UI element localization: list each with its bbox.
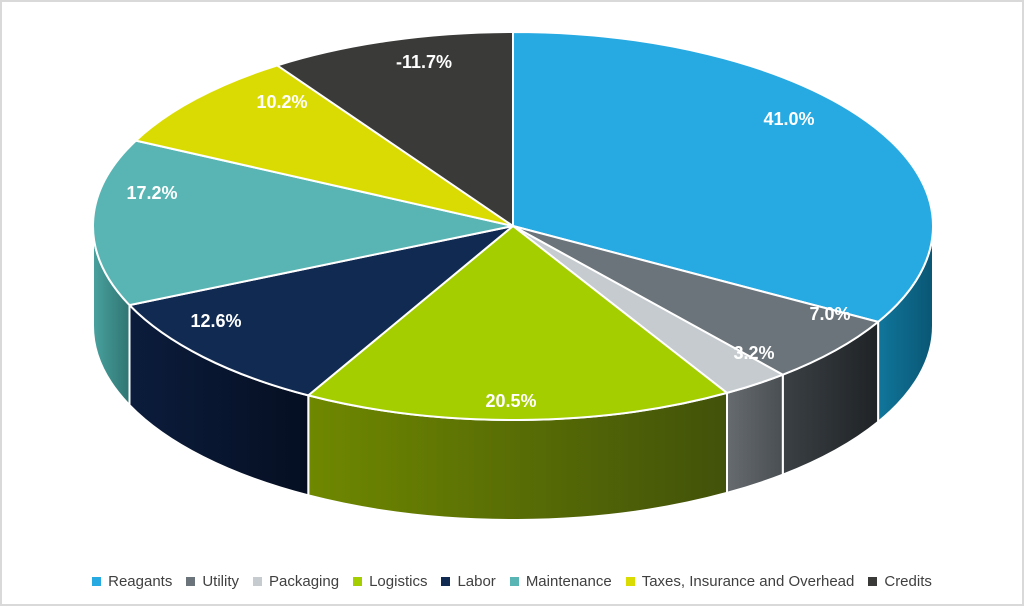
pie-slice-maintenance[interactable]: [92, 139, 514, 307]
pie-slice-utility[interactable]: [512, 225, 880, 376]
legend-label: Logistics: [369, 573, 428, 590]
pie-side-packaging: [726, 373, 784, 494]
legend-item-labor[interactable]: Labor: [441, 573, 496, 590]
legend-marker-icon: [186, 577, 196, 586]
legend-marker-icon: [441, 577, 451, 586]
pie-slice-labor[interactable]: [128, 225, 514, 397]
legend-item-packaging[interactable]: Packaging: [253, 573, 339, 590]
legend-item-reagants[interactable]: Reagants: [92, 573, 172, 590]
pie-slice-reagants[interactable]: [512, 31, 934, 323]
legend-marker-icon: [509, 577, 519, 586]
legend-marker-icon: [353, 577, 363, 586]
legend-item-taxes-insurance-and-overhead[interactable]: Taxes, Insurance and Overhead: [625, 573, 855, 590]
legend-label: Maintenance: [525, 573, 612, 590]
legend-marker-icon: [625, 577, 635, 586]
legend-label: Credits: [884, 573, 932, 590]
pie-slice-logistics[interactable]: [307, 225, 728, 421]
legend-item-credits[interactable]: Credits: [868, 573, 932, 590]
legend-item-logistics[interactable]: Logistics: [353, 573, 427, 590]
legend-label: Utility: [202, 573, 240, 590]
data-label-taxes-insurance-and-overhead: 10.2%: [256, 92, 307, 112]
data-label-credits: -11.7%: [396, 52, 452, 72]
legend-marker-icon: [92, 577, 102, 586]
legend-item-utility[interactable]: Utility: [186, 573, 239, 590]
data-label-utility: 7.0%: [809, 304, 850, 324]
data-label-reagants: 41.0%: [763, 109, 814, 129]
legend-label: Reagants: [108, 573, 173, 590]
legend: Reagants Utility Packaging Logistics Labor Ma…: [2, 573, 1022, 590]
legend-marker-icon: [868, 577, 878, 586]
legend-label: Packaging: [269, 573, 340, 590]
pie-slice-credits[interactable]: [276, 31, 514, 227]
pie-slice-taxes-insurance-and-overhead[interactable]: [134, 64, 514, 227]
legend-label: Taxes, Insurance and Overhead: [641, 573, 855, 590]
legend-marker-icon: [253, 577, 263, 586]
legend-label: Labor: [457, 573, 496, 590]
data-label-packaging: 3.2%: [733, 343, 774, 363]
data-label-labor: 12.6%: [190, 311, 241, 331]
data-label-maintenance: 17.2%: [126, 183, 177, 203]
data-label-logistics: 20.5%: [485, 391, 536, 411]
legend-item-maintenance[interactable]: Maintenance: [509, 573, 612, 590]
